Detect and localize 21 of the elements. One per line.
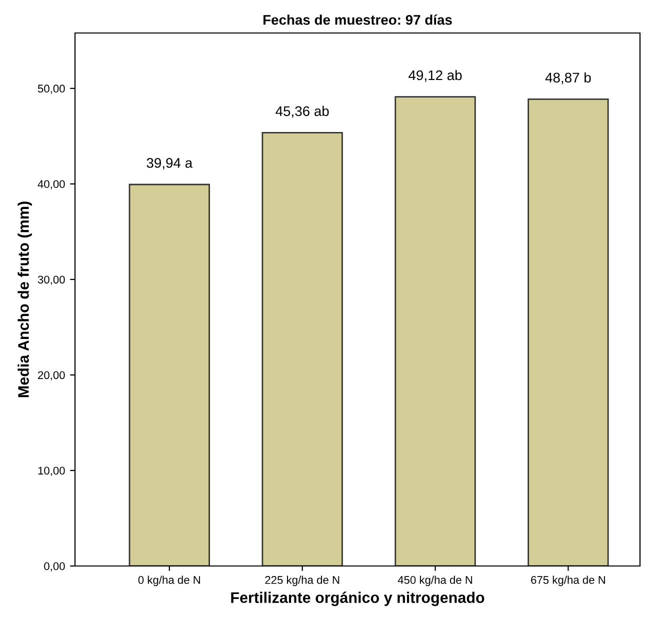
y-tick-label: 20,00 — [38, 371, 65, 380]
x-tick-label: 450 kg/ha de N — [398, 576, 472, 586]
y-tick-label: 30,00 — [38, 276, 65, 285]
data-label: 48,87 b — [545, 72, 591, 84]
x-tick-label: 675 kg/ha de N — [531, 576, 605, 586]
bar — [128, 184, 210, 566]
y-axis-title: Media Ancho de fruto (mm) — [18, 202, 32, 398]
y-tick-label: 10,00 — [38, 466, 65, 476]
bar — [394, 96, 476, 566]
data-label: 45,36 ab — [276, 106, 329, 118]
chart-title: Fechas de muestreo: 97 días — [263, 14, 452, 25]
y-tick-label: 0,00 — [44, 562, 65, 572]
data-label: 39,94 a — [146, 158, 193, 170]
y-tick-label: 40,00 — [38, 180, 65, 190]
x-tick-label: 0 kg/ha de N — [138, 576, 200, 586]
x-axis-title: Fertilizante orgánico y nitrogenado — [231, 592, 484, 606]
x-tick-label: 225 kg/ha de N — [265, 576, 340, 586]
bar — [262, 132, 343, 566]
bar — [528, 98, 609, 566]
data-label: 49,12 ab — [408, 70, 462, 82]
y-tick-label: 50,00 — [38, 84, 65, 94]
